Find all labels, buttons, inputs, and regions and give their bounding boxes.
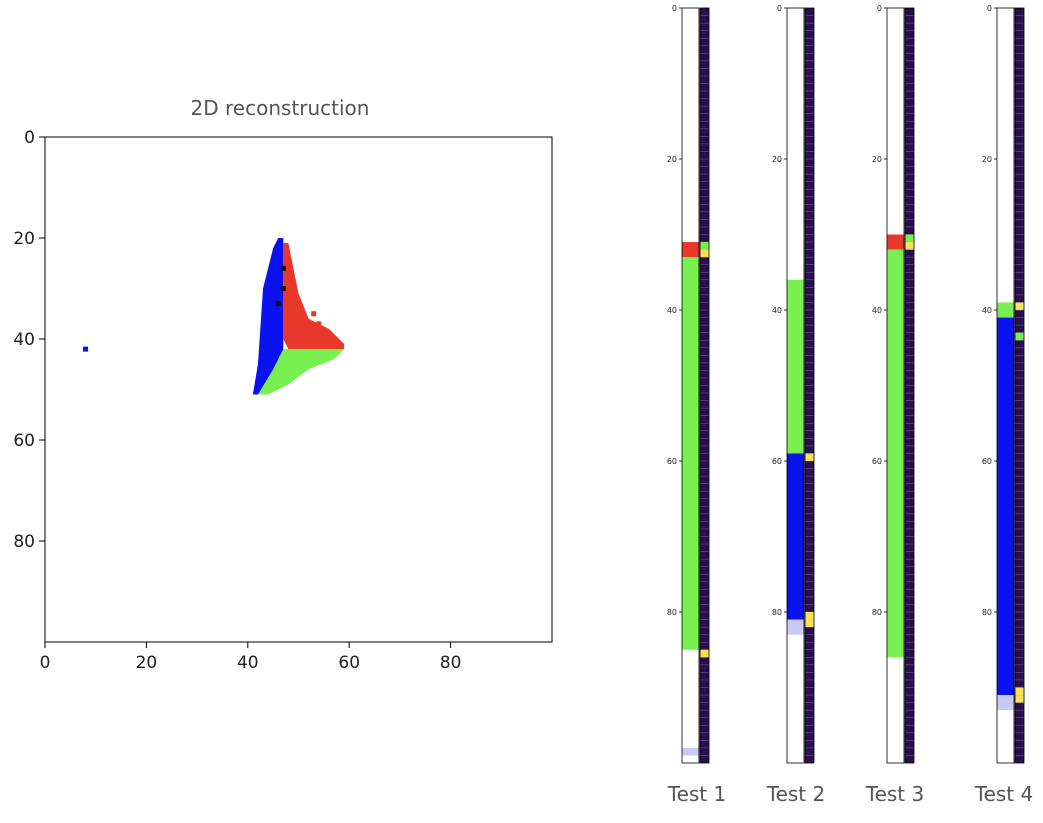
spot-black-4	[280, 265, 286, 271]
y-tick-label-40: 40	[982, 306, 992, 315]
y-tick-label-80: 80	[13, 532, 35, 552]
y-tick-label-60: 60	[872, 457, 882, 466]
y-tick-label-80: 80	[667, 608, 677, 617]
segment-blue-1	[787, 453, 804, 620]
chart-title: 2D reconstruction	[190, 96, 370, 120]
indicator-frame	[904, 7, 915, 764]
y-tick-label-40: 40	[13, 330, 35, 350]
test-2-plot: 0 20 40 60 80	[772, 4, 815, 764]
strip-marker-green-0	[905, 234, 914, 243]
y-tick-label-0: 0	[777, 4, 782, 13]
test-2-label: Test 2	[766, 782, 826, 806]
x-tick-label-20: 20	[136, 653, 158, 673]
region-red-1	[283, 243, 345, 350]
x-tick-label-60: 60	[338, 653, 360, 673]
spot-black-5	[280, 286, 286, 291]
strip-frame	[886, 7, 905, 764]
y-tick-label-60: 60	[982, 457, 992, 466]
y-tick-label-40: 40	[667, 306, 677, 315]
test-3-plot: 0 20 40 60 80	[872, 4, 915, 764]
indicator-frame	[1014, 7, 1025, 764]
strip-frame	[786, 7, 805, 764]
strip-frame	[996, 7, 1015, 764]
segment-green-1	[887, 249, 904, 658]
y-tick-label-40: 40	[772, 306, 782, 315]
strip-marker-yellow-0	[1015, 302, 1024, 310]
test-3-label: Test 3	[865, 782, 925, 806]
spot-blue-0	[83, 346, 89, 352]
test-4-label: Test 4	[974, 782, 1034, 806]
segment-lavender-2	[682, 747, 699, 756]
strip-marker-yellow-1	[700, 249, 709, 258]
y-tick-label-20: 20	[667, 155, 677, 164]
y-tick-label-60: 60	[667, 457, 677, 466]
strip-marker-yellow-2	[1015, 687, 1024, 696]
strip-marker-yellow-2	[700, 649, 709, 658]
y-tick-label-40: 40	[872, 306, 882, 315]
y-tick-label-80: 80	[982, 608, 992, 617]
y-tick-label-60: 60	[772, 457, 782, 466]
strip-marker-yellow-3	[1015, 695, 1024, 703]
region-green-2	[257, 349, 345, 395]
strip-marker-yellow-0	[805, 453, 814, 461]
strip-marker-green-1	[1015, 332, 1024, 341]
strip-marker-yellow-2	[805, 619, 814, 628]
x-tick-label-0: 0	[40, 653, 51, 673]
segment-red-0	[887, 234, 904, 250]
segment-green-0	[787, 279, 804, 454]
spot-red-2	[321, 331, 327, 337]
y-tick-label-60: 60	[13, 431, 35, 451]
segment-blue-1	[997, 317, 1014, 696]
y-tick-label-80: 80	[872, 608, 882, 617]
segment-green-1	[682, 257, 699, 650]
y-tick-label-0: 0	[24, 128, 35, 148]
segment-green-0	[997, 302, 1014, 318]
y-tick-label-0: 0	[987, 4, 992, 13]
spot-red-1	[316, 321, 322, 327]
strip-frame	[681, 7, 700, 764]
test-1-label: Test 1	[667, 782, 727, 806]
test-4-plot: 0 20 40 60 80	[982, 4, 1025, 764]
segment-lavender-2	[997, 695, 1014, 711]
x-tick-label-40: 40	[237, 653, 259, 673]
y-tick-label-20: 20	[13, 229, 35, 249]
region-blue-0	[252, 238, 284, 395]
plot-frame	[44, 136, 553, 643]
spot-red-3	[311, 311, 317, 317]
strip-marker-yellow-1	[805, 612, 814, 620]
y-tick-label-20: 20	[872, 155, 882, 164]
segment-red-0	[682, 242, 699, 258]
segment-lavender-2	[787, 619, 804, 635]
test-1-plot: 0 20 40 60 80	[667, 4, 710, 764]
strip-marker-green-0	[700, 242, 709, 250]
spot-black-6	[275, 301, 281, 307]
strip-marker-yellow-1	[905, 242, 914, 250]
y-tick-label-0: 0	[672, 4, 677, 13]
y-tick-label-20: 20	[982, 155, 992, 164]
y-tick-label-0: 0	[877, 4, 882, 13]
indicator-frame	[804, 7, 815, 764]
x-tick-label-80: 80	[440, 653, 462, 673]
y-tick-label-20: 20	[772, 155, 782, 164]
reconstruction-plot: 0 20 40 60 80 0 20 40 60 80	[13, 128, 553, 673]
indicator-frame	[699, 7, 710, 764]
y-tick-label-80: 80	[772, 608, 782, 617]
